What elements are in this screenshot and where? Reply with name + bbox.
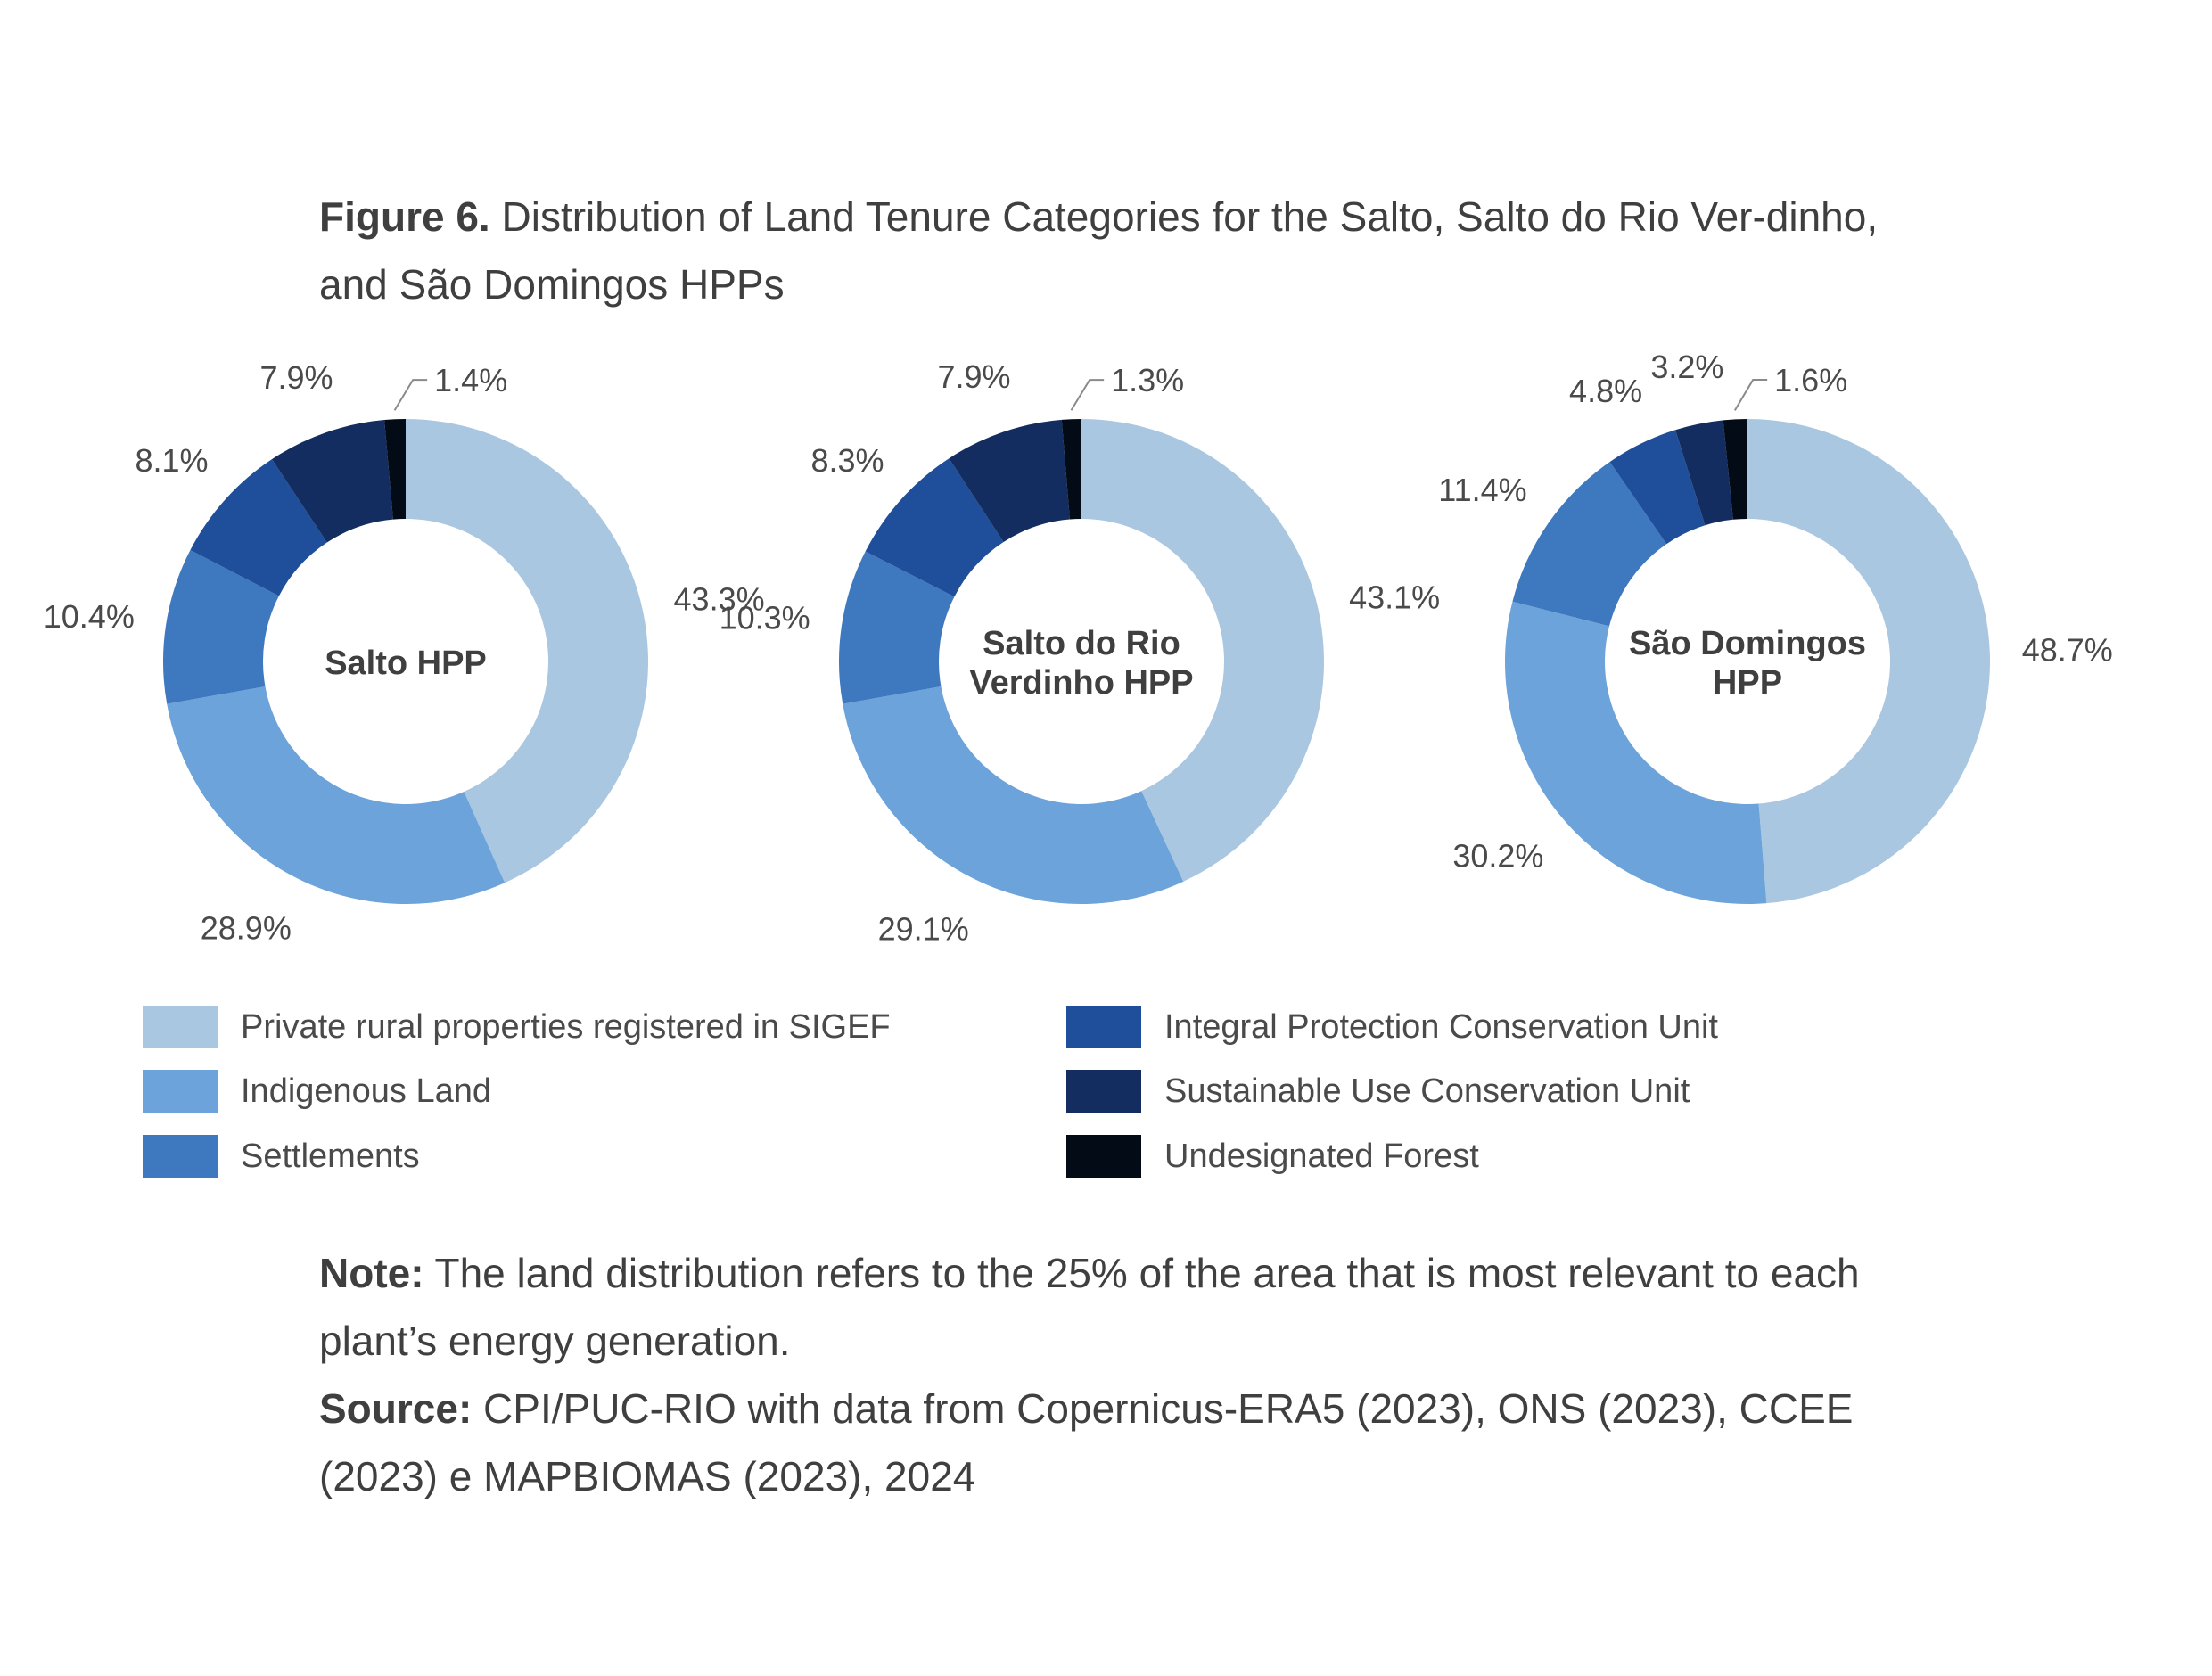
data-label: 1.6% <box>1774 362 1847 398</box>
legend-item-private: Private rural properties registered in S… <box>143 1006 891 1048</box>
donut-slice <box>1061 419 1081 520</box>
figure-title: Distribution of Land Tenure Categories f… <box>319 193 1879 308</box>
legend-label: Sustainable Use Conservation Unit <box>1164 1072 1690 1110</box>
donut-slice <box>865 458 1004 597</box>
donut-slice <box>1504 601 1767 905</box>
data-label: 4.8% <box>1569 373 1642 409</box>
notes: Note: The land distribution refers to th… <box>319 1239 1942 1510</box>
donut-slice <box>1723 419 1747 520</box>
source-text: CPI/PUC-RIO with data from Copernicus-ER… <box>319 1385 1854 1499</box>
donut-slice <box>271 420 393 543</box>
data-label: 10.3% <box>720 599 810 636</box>
legend-item-undesignated-forest: Undesignated Forest <box>1066 1135 1479 1178</box>
donut-slice <box>1747 419 1990 904</box>
leader-line <box>393 379 428 411</box>
donut-slice <box>163 549 279 704</box>
data-label: 11.4% <box>1438 472 1526 508</box>
legend-swatch <box>143 1070 218 1113</box>
leader-line <box>1733 379 1768 411</box>
chart-center-label: São Domingos <box>1629 625 1866 662</box>
note-text: The land distribution refers to the 25% … <box>319 1250 1860 1364</box>
data-label: 29.1% <box>878 911 969 948</box>
data-label: 8.3% <box>811 442 884 479</box>
donut-slice <box>167 686 506 904</box>
legend-item-indigenous: Indigenous Land <box>143 1070 491 1113</box>
legend-label: Undesignated Forest <box>1164 1137 1479 1175</box>
source-label: Source: <box>319 1385 473 1432</box>
data-label: 7.9% <box>937 358 1010 395</box>
data-label: 8.1% <box>136 442 209 479</box>
data-label: 43.1% <box>1349 579 1440 615</box>
note-label: Note: <box>319 1250 424 1296</box>
legend-label: Settlements <box>241 1137 420 1175</box>
source-line: Source: CPI/PUC-RIO with data from Coper… <box>319 1375 1942 1510</box>
legend-item-settlements: Settlements <box>143 1135 420 1178</box>
data-label: 3.2% <box>1650 349 1723 385</box>
legend-swatch <box>1066 1070 1141 1113</box>
donut-slice <box>1512 462 1667 627</box>
legend-swatch <box>1066 1006 1141 1048</box>
data-label: 43.3% <box>674 580 765 617</box>
chart-center-label: HPP <box>1713 664 1782 702</box>
legend-swatch <box>143 1135 218 1178</box>
legend-label: Private rural properties registered in S… <box>241 1007 891 1046</box>
data-label: 28.9% <box>201 910 292 947</box>
legend-item-integral-protection: Integral Protection Conservation Unit <box>1066 1006 1718 1048</box>
donut-slice <box>1675 420 1733 526</box>
donut-slice <box>949 419 1070 542</box>
leader-line <box>1070 379 1105 411</box>
data-label: 30.2% <box>1452 838 1543 875</box>
data-label: 10.4% <box>44 598 135 635</box>
figure-caption: Figure 6. Distribution of Land Tenure Ca… <box>319 183 1924 318</box>
legend-label: Integral Protection Conservation Unit <box>1164 1007 1718 1046</box>
data-label: 1.4% <box>434 362 507 398</box>
legend-swatch <box>1066 1135 1141 1178</box>
chart-center-label: Salto HPP <box>325 645 487 682</box>
donut-slice <box>406 419 648 883</box>
legend-item-sustainable-use: Sustainable Use Conservation Unit <box>1066 1070 1690 1113</box>
donut-slice <box>1609 430 1706 545</box>
donut-slice <box>1081 419 1324 882</box>
donut-slice <box>843 686 1184 904</box>
chart-center-label: Salto do Rio <box>983 625 1180 662</box>
note-line: Note: The land distribution refers to th… <box>319 1239 1942 1375</box>
donut-slice <box>384 419 406 520</box>
figure-label: Figure 6. <box>319 193 490 240</box>
donut-slice <box>190 459 327 596</box>
data-label: 48.7% <box>2022 632 2113 669</box>
chart-center-label: Verdinho HPP <box>969 664 1193 702</box>
donut-slice <box>839 551 955 704</box>
legend-label: Indigenous Land <box>241 1072 492 1110</box>
data-label: 7.9% <box>259 359 333 396</box>
data-label: 1.3% <box>1111 362 1184 398</box>
legend-swatch <box>143 1006 218 1048</box>
